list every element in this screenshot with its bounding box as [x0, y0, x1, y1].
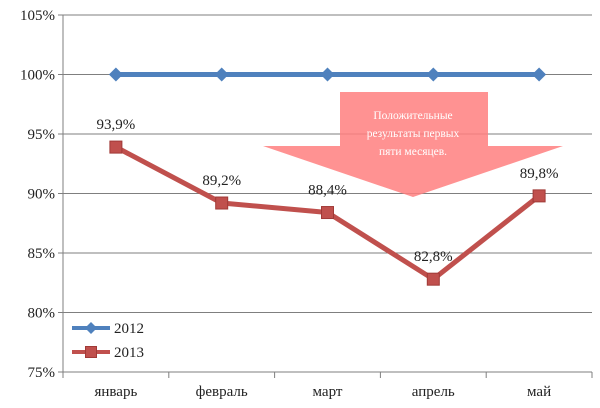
point-2013-3 [426, 272, 440, 286]
legend-label-2013: 2013 [114, 345, 144, 361]
y-tick-label-105: 105% [20, 8, 55, 24]
point-2012-2 [320, 67, 335, 82]
annotation-arrow [263, 92, 563, 197]
point-2013-0 [109, 140, 123, 154]
point-2012-0 [108, 67, 123, 82]
series-layer: 93,9% 89,2% 88,4% 82,8% 89,8% [97, 67, 559, 286]
point-2012-1 [214, 67, 229, 82]
x-tick-label-2: март [313, 384, 343, 400]
data-label-2013-3: 82,8% [414, 249, 453, 265]
y-tick-label-90: 90% [28, 187, 56, 203]
point-2013-2 [321, 206, 334, 220]
annotation-line-2: результаты первых [367, 128, 460, 140]
legend: 2012 2013 [72, 321, 144, 361]
y-tick-label-100: 100% [20, 68, 55, 84]
y-tick-label-95: 95% [28, 127, 56, 143]
annotation-callout: Положительные результаты первых пяти мес… [263, 92, 563, 197]
series-2013: 93,9% 89,2% 88,4% 82,8% 89,8% [97, 117, 559, 286]
y-tick-label-85: 85% [28, 246, 56, 262]
x-tick-label-4: май [527, 384, 551, 400]
point-2012-4 [532, 67, 547, 82]
y-tick-label-75: 75% [28, 365, 56, 381]
legend-label-2012: 2012 [114, 321, 144, 337]
point-2012-3 [426, 67, 441, 82]
series-2012 [108, 67, 547, 82]
point-2013-1 [215, 196, 229, 210]
point-2013-4 [532, 189, 546, 203]
data-label-2013-2: 88,4% [308, 183, 347, 199]
x-tick-label-0: январь [94, 384, 137, 400]
y-tick-label-80: 80% [28, 306, 56, 322]
legend-marker-2012 [85, 322, 97, 334]
data-label-2013-0: 93,9% [97, 117, 136, 133]
x-tick-label-1: февраль [196, 384, 248, 400]
data-label-2013-4: 89,8% [520, 166, 559, 182]
x-axis: январь февраль март апрель май [62, 371, 593, 400]
legend-marker-2013 [85, 346, 97, 358]
x-tick-label-3: апрель [412, 384, 455, 400]
y-axis: 75% 80% 85% 90% 95% 100% 105% [20, 8, 64, 381]
annotation-line-1: Положительные [373, 110, 452, 122]
annotation-line-3: пяти месяцев. [379, 146, 447, 158]
data-label-2013-1: 89,2% [202, 173, 241, 189]
